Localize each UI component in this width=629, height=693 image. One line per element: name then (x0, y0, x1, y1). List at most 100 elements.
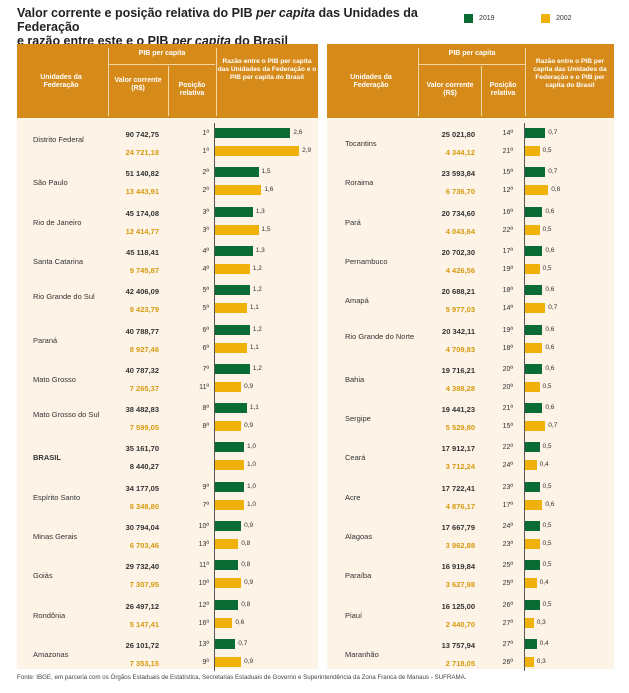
ratio-label-2019: 0,5 (542, 600, 552, 608)
title-part: per capita (255, 6, 316, 20)
position-2019: 15ª (502, 169, 513, 177)
ratio-label-2002: 0,7 (548, 422, 558, 430)
row-uf-name: Alagoas (345, 532, 373, 541)
value-2019: 38 482,83 (125, 405, 159, 415)
value-2019: 20 342,11 (442, 326, 475, 336)
right-table-header: Unidades da Federação PIB per capita Val… (327, 44, 614, 118)
position-2019: 12ª (198, 601, 209, 609)
ratio-label-2019: 1,2 (252, 286, 262, 294)
ratio-label-2002: 0,9 (244, 422, 254, 430)
ratio-label-2002: 0,5 (542, 147, 552, 154)
position-2019: 11ª (199, 562, 209, 570)
ratio-label-2019: 1,3 (255, 207, 265, 215)
ratio-label-2019: 0,4 (539, 639, 549, 647)
value-2002: 9 745,87 (129, 265, 159, 275)
ratio-label-2019: 0,7 (548, 129, 558, 136)
bar-2002 (525, 224, 540, 235)
value-2002: 4 426,56 (445, 265, 475, 275)
title-part: Valor corrente e posição relativa do PIB (17, 6, 256, 20)
header-uf: Unidades da Federação (350, 74, 392, 89)
ratio-label-2019: 0,6 (545, 286, 555, 294)
position-2019: 16ª (502, 208, 513, 216)
row-uf-name: Mato Grosso do Sul (33, 410, 100, 420)
ratio-label-2019: 0,7 (548, 168, 558, 176)
bar-axis-line (524, 123, 525, 672)
ratio-label-2019: 1,0 (247, 443, 257, 451)
ratio-label-2002: 0,5 (542, 225, 552, 233)
bar-2019 (525, 521, 540, 531)
value-2002: 3 627,98 (445, 580, 475, 590)
ratio-label-2002: 0,3 (536, 618, 546, 626)
row-uf-name: Mato Grosso (33, 374, 76, 384)
bar-2002 (525, 578, 537, 589)
header-valor-corrente: Valor corrente (R$) (426, 82, 474, 97)
header-valor-corrente: Valor corrente (R$) (114, 77, 162, 92)
value-2019: 16 125,00 (441, 601, 475, 611)
row-uf-name: Amapá (345, 296, 369, 306)
ratio-label-2002: 0,9 (244, 382, 254, 390)
position-2002: 25ª (502, 580, 513, 588)
value-2019: 45 118,41 (126, 247, 159, 257)
legend-label-2019: 2019 (479, 15, 495, 22)
position-2002: 7ª (202, 501, 209, 509)
header-pib-per-capita: PIB per capita (138, 50, 186, 57)
ratio-label-2019: 1,0 (247, 482, 257, 490)
header-divider (418, 48, 419, 116)
value-2019: 42 406,09 (125, 287, 159, 297)
bar-2019 (215, 324, 250, 335)
bar-2019 (215, 285, 250, 296)
ratio-label-2019: 2,6 (293, 129, 303, 136)
ratio-label-2019: 0,6 (545, 404, 555, 412)
ratio-label-2002: 1,5 (261, 225, 271, 233)
bar-2002 (525, 460, 537, 471)
header-pib-per-capita: PIB per capita (448, 50, 496, 57)
ratio-label-2019: 1,3 (255, 246, 265, 254)
value-2002: 2 718,05 (445, 658, 475, 668)
position-2019: 5ª (202, 287, 209, 295)
legend-item-2019: 2019 (464, 14, 495, 23)
position-2002: 15ª (502, 423, 513, 431)
position-2002: 26ª (502, 658, 513, 666)
row-uf-name: São Paulo (33, 178, 68, 188)
ratio-label-2019: 1,1 (249, 404, 259, 412)
bar-2019 (525, 599, 540, 610)
header-divider (419, 64, 525, 65)
bar-2002 (215, 539, 239, 549)
value-2019: 20 734,60 (441, 208, 475, 218)
row-uf-name: Goiás (33, 571, 53, 581)
value-2019: 16 919,84 (441, 562, 475, 572)
row-uf-name: Pernambuco (345, 256, 388, 266)
header-uf: Unidades da Federação (40, 74, 82, 89)
header-razao: Razão entre o PIB per capita das Unidade… (533, 58, 607, 89)
bar-2002 (215, 617, 233, 628)
position-2002: 16ª (198, 619, 209, 627)
title-part: das Unidades da Federação (17, 6, 418, 34)
row-uf-name: Santa Catarina (33, 256, 84, 266)
legend-swatch-2019 (464, 14, 473, 23)
value-2019: 19 441,23 (441, 405, 475, 415)
position-2019: 3ª (202, 208, 209, 216)
bar-2002 (215, 460, 244, 471)
bar-2002 (525, 263, 540, 274)
bar-2002 (215, 342, 247, 353)
ratio-label-2002: 1,1 (249, 343, 259, 351)
position-2019: 18ª (502, 287, 513, 295)
value-2019: 20 702,30 (441, 247, 475, 257)
ratio-label-2019: 0,6 (545, 207, 555, 215)
bar-2019 (215, 638, 236, 649)
bar-2002 (525, 617, 534, 628)
ratio-label-2002: 0,4 (539, 461, 549, 469)
value-2002: 8 348,80 (129, 501, 159, 511)
value-2002: 7 599,05 (129, 423, 159, 433)
value-2002: 5 977,03 (445, 305, 475, 315)
value-2002: 4 876,17 (445, 501, 475, 511)
position-2002: 11ª (199, 383, 209, 391)
position-2002: 5ª (202, 305, 209, 313)
chart-title: Valor corrente e posição relativa do PIB… (17, 6, 457, 48)
position-2019: 4ª (202, 247, 209, 255)
ratio-label-2019: 0,5 (542, 522, 552, 529)
bar-2002 (525, 342, 543, 353)
position-2002: 4ª (202, 265, 209, 273)
ratio-label-2019: 0,9 (244, 522, 254, 529)
position-2019: 6ª (202, 326, 209, 334)
